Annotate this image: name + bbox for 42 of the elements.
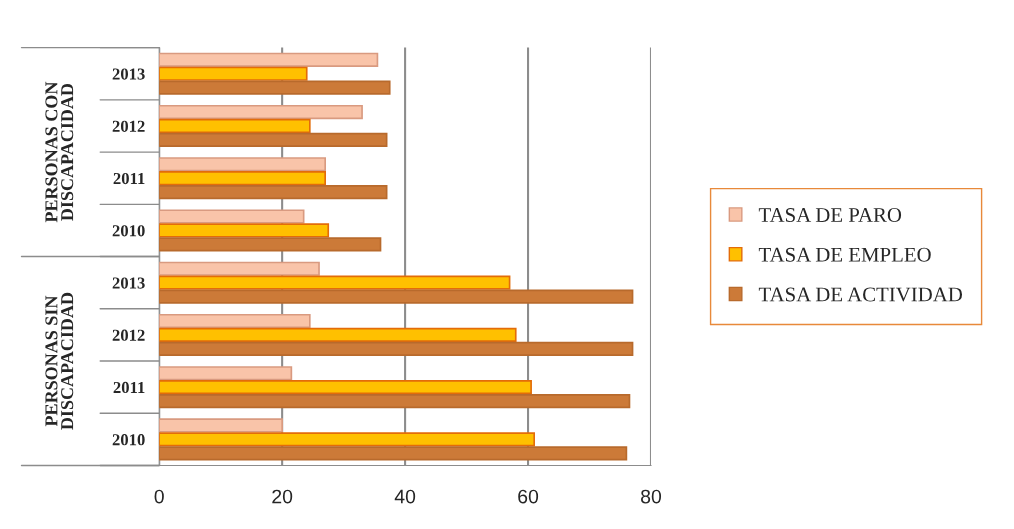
bar — [159, 209, 305, 224]
bar — [159, 104, 363, 120]
bar — [159, 275, 511, 290]
bar — [159, 118, 311, 134]
y-tick-label: 2011 — [113, 381, 145, 394]
y-tick-label: 2013 — [112, 277, 145, 289]
bar — [159, 66, 308, 81]
bar — [159, 157, 327, 172]
y-tick-label: 2012 — [112, 120, 145, 132]
bar — [159, 185, 388, 200]
text: PERSONAS CON DISCAPACIDAD — [45, 81, 74, 223]
bar — [159, 327, 517, 343]
legend-label: TASA DE ACTIVIDAD — [758, 287, 963, 302]
bar — [159, 80, 391, 95]
bar — [159, 380, 532, 395]
bar — [159, 432, 536, 447]
bar — [159, 52, 379, 67]
bar — [159, 261, 320, 276]
bar — [159, 446, 628, 461]
bar — [159, 393, 631, 409]
x-tick-label: 0 — [154, 489, 164, 504]
y-tick-label: 2010 — [112, 434, 145, 446]
legend-label: TASA DE EMPLEO — [758, 247, 931, 262]
x-tick-label: 40 — [394, 489, 416, 504]
text: PERSONAS SIN DISCAPACIDAD — [45, 292, 74, 430]
bar — [159, 366, 293, 381]
bar — [159, 223, 330, 238]
bar — [159, 171, 327, 186]
y-tick-label: 2013 — [112, 68, 145, 80]
bar — [159, 289, 634, 304]
bar — [159, 132, 388, 148]
x-tick-label: 80 — [641, 489, 662, 504]
legend-label: TASA DE PARO — [758, 208, 902, 223]
y-tick-label: 2012 — [112, 329, 145, 341]
y-tick-label: 2011 — [113, 172, 145, 185]
y-tick-label: 2010 — [112, 225, 145, 237]
bar — [159, 418, 283, 433]
x-tick-label: 60 — [518, 489, 539, 504]
x-tick-label: 20 — [272, 489, 293, 504]
bar — [159, 341, 634, 356]
bar — [159, 313, 311, 329]
bar — [159, 237, 382, 252]
